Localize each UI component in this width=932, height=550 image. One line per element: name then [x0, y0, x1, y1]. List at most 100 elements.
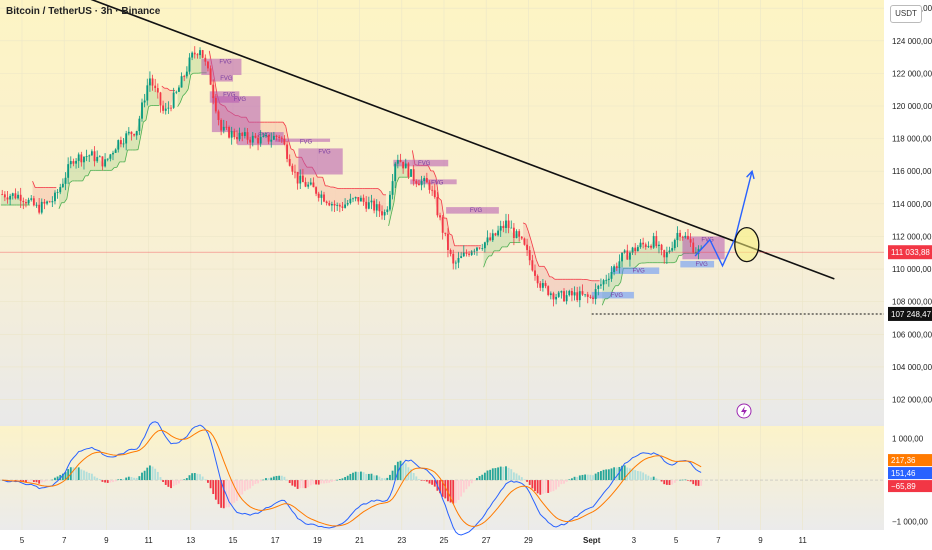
candle-body: [507, 220, 510, 228]
trend-band-line: [66, 182, 70, 199]
histogram-bar: [196, 473, 199, 481]
histogram-bar: [61, 473, 64, 481]
trend-band-fill: [35, 187, 38, 209]
histogram-bar: [64, 472, 67, 481]
candle-body: [196, 54, 199, 56]
candle-body: [402, 161, 405, 169]
trend-band-fill: [486, 238, 489, 260]
trend-band-line: [124, 149, 128, 162]
trend-band-line: [546, 270, 550, 277]
histogram-bar: [162, 480, 165, 482]
projection-path: [694, 171, 753, 268]
histogram-bar: [225, 480, 228, 508]
histogram-bar: [689, 480, 692, 482]
trend-band-line: [322, 177, 326, 186]
histogram-bar: [122, 479, 125, 481]
trend-band-fill: [538, 266, 542, 286]
histogram-bar: [98, 479, 101, 481]
histogram-bar: [56, 476, 59, 481]
histogram-bar: [265, 478, 267, 481]
candle-body: [673, 240, 676, 249]
histogram-bar: [178, 480, 180, 484]
histogram-bar: [114, 480, 117, 482]
trend-band-fill: [0, 194, 4, 206]
trend-band-fill: [570, 279, 574, 294]
candle-body: [623, 250, 626, 253]
candle-body: [394, 163, 397, 182]
histogram-bar: [650, 477, 652, 481]
candle-body: [249, 139, 252, 143]
histogram-bar: [462, 480, 465, 493]
candle-body: [117, 140, 120, 150]
price-tick-label: 114 000,00: [892, 200, 932, 209]
candle-body: [267, 135, 270, 142]
histogram-bar: [536, 480, 539, 494]
candle-body: [312, 182, 315, 188]
candle-body: [185, 71, 188, 77]
histogram-bar: [607, 469, 610, 481]
candle-body: [17, 194, 19, 199]
histogram-bar: [328, 480, 331, 483]
candle-body: [410, 169, 412, 177]
histogram-bar: [180, 480, 183, 481]
candle-body: [114, 149, 117, 153]
histogram-bar: [267, 478, 270, 481]
histogram-bar: [204, 479, 207, 481]
candle-body: [573, 292, 576, 296]
candle-body: [473, 250, 476, 252]
candle-body: [19, 194, 22, 201]
candle-body: [689, 239, 692, 243]
candle-body: [270, 139, 273, 142]
histogram-bar: [570, 478, 573, 481]
trend-band-fill: [51, 187, 54, 202]
candle-body: [330, 204, 333, 206]
histogram-bar: [547, 480, 550, 493]
histogram-bar: [352, 472, 354, 481]
time-tick-label: 5: [674, 536, 679, 545]
candle-body: [365, 201, 368, 209]
fvg-label: FVG: [318, 149, 331, 155]
candle-body: [291, 165, 294, 172]
histogram-bar: [323, 480, 325, 484]
trend-band-line: [438, 197, 442, 201]
candle-body: [180, 76, 183, 88]
trend-band-line: [499, 246, 503, 252]
candle-body: [170, 107, 172, 109]
candle-body: [141, 102, 143, 119]
histogram-bar: [43, 480, 46, 482]
histogram-bar: [278, 475, 281, 481]
candle-body: [304, 182, 307, 187]
histogram-bar: [452, 480, 455, 504]
histogram-bar: [623, 465, 626, 481]
oscillator-tick-label: −1 000,00: [892, 518, 928, 527]
currency-button[interactable]: USDT: [890, 5, 922, 23]
candle-body: [494, 233, 497, 236]
candle-body: [296, 171, 299, 184]
histogram-bar: [373, 475, 376, 481]
trend-band-line: [179, 95, 184, 103]
candle-body: [69, 161, 72, 165]
candle-body: [243, 132, 246, 137]
histogram-bar: [346, 475, 349, 481]
histogram-bar: [370, 473, 373, 481]
candle-body: [325, 201, 328, 204]
histogram-bar: [510, 469, 513, 481]
histogram-bar: [301, 480, 304, 489]
histogram-bar: [214, 480, 217, 500]
histogram-bar: [212, 480, 215, 495]
histogram-bar: [647, 475, 650, 481]
candle-body: [660, 244, 663, 251]
trend-band-fill: [356, 188, 360, 200]
histogram-bar: [164, 480, 167, 485]
histogram-bar: [415, 476, 418, 481]
candle-body: [531, 260, 534, 271]
candle-body: [22, 200, 25, 203]
histogram-bar: [309, 480, 312, 486]
trend-band-fill: [106, 156, 110, 171]
trend-band-line: [588, 279, 592, 282]
trend-band-line: [446, 218, 450, 234]
trend-band-fill: [111, 151, 115, 171]
trend-band-fill: [317, 177, 321, 197]
